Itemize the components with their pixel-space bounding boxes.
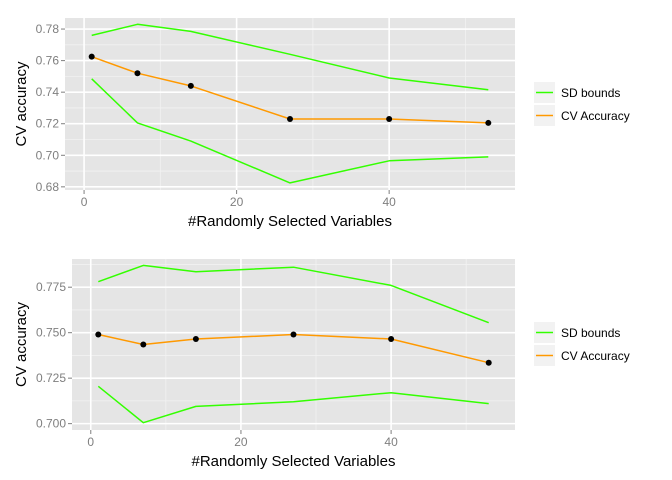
plot-panel [72, 259, 515, 430]
legend-label: CV Accuracy [561, 109, 630, 123]
x-tick-label: 0 [87, 435, 94, 449]
y-tick-label: 0.74 [36, 85, 60, 99]
data-point [88, 53, 95, 60]
legend: SD bounds CV Accuracy [534, 322, 630, 366]
cv-accuracy-line [98, 333, 489, 364]
plot-panel [65, 18, 515, 190]
data-point [134, 70, 141, 77]
sd-bound-lower-line [91, 78, 489, 184]
data-point [140, 341, 147, 348]
x-tick-label: 40 [384, 435, 398, 449]
legend-label: CV Accuracy [561, 349, 630, 363]
data-point [287, 115, 293, 122]
x-tick-label: 20 [230, 195, 244, 209]
x-axis-title: #Randomly Selected Variables [191, 453, 395, 470]
y-tick-label: 0.700 [36, 417, 66, 431]
sd-bound-upper-line [98, 264, 489, 324]
y-tick-label: 0.70 [36, 148, 60, 162]
legend: SD bounds CV Accuracy [534, 82, 630, 126]
x-tick-label: 40 [382, 195, 396, 209]
chart-bottom: 0 20 40 0.700 0.725 0.750 0.775 #Randomly Selec… [13, 259, 630, 470]
x-tick-label: 0 [81, 195, 88, 209]
legend-label: SD bounds [561, 86, 620, 100]
data-point [290, 331, 297, 338]
y-tick-label: 0.68 [36, 180, 60, 194]
y-tick-label: 0.725 [36, 371, 66, 385]
data-point [485, 359, 492, 366]
x-axis-title: #Randomly Selected Variables [188, 213, 392, 230]
data-point [388, 336, 395, 343]
y-tick-label: 0.78 [36, 22, 60, 36]
y-tick-label: 0.775 [36, 280, 66, 294]
y-axis-title: CV accuracy [13, 61, 30, 147]
data-point [485, 119, 492, 126]
y-axis-title: CV accuracy [13, 301, 30, 387]
data-point [95, 331, 102, 338]
sd-bound-upper-line [91, 23, 489, 91]
y-tick-label: 0.750 [36, 326, 66, 340]
data-point [187, 82, 194, 89]
cv-accuracy-line [91, 55, 489, 124]
sd-bound-lower-line [97, 385, 489, 424]
y-tick-label: 0.72 [36, 117, 60, 131]
data-point [386, 115, 393, 122]
chart-top: 0 20 40 0.68 0.70 0.72 0.74 0.76 0.78 #Randomly S… [13, 18, 630, 230]
x-tick-label: 20 [234, 435, 248, 449]
data-point [192, 336, 199, 343]
y-tick-label: 0.76 [36, 54, 60, 68]
legend-label: SD bounds [561, 326, 620, 340]
